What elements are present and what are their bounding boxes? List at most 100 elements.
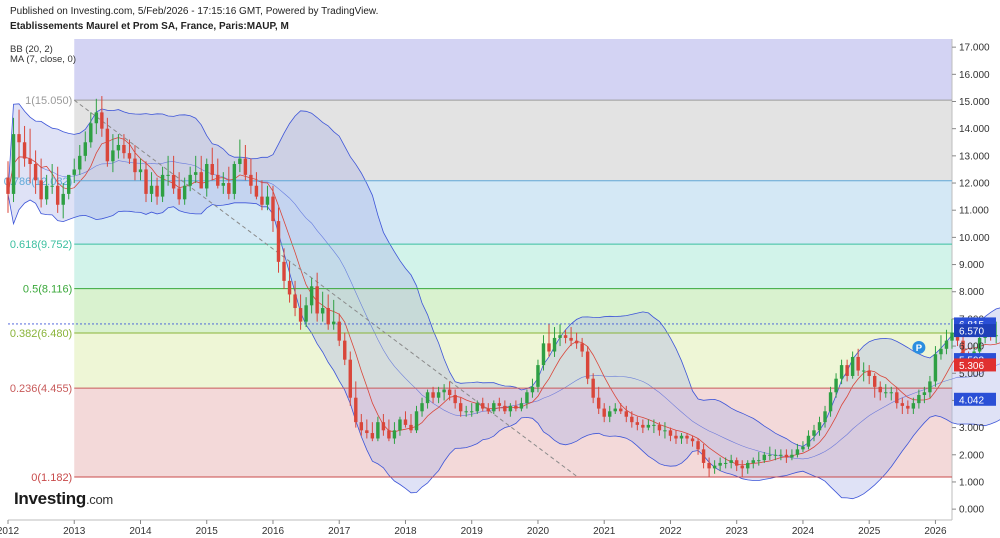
candle-body	[160, 174, 165, 197]
candle-body	[387, 430, 391, 439]
candle-body	[718, 462, 722, 466]
candle-body	[657, 424, 662, 431]
candle-body	[205, 164, 209, 189]
candle-body	[608, 411, 612, 417]
y-tick-label: 3.000	[959, 423, 984, 434]
candle-body	[922, 392, 927, 395]
x-tick-label: 2012	[0, 526, 20, 537]
candle-body	[199, 172, 203, 189]
candle-body	[94, 112, 99, 124]
candle-body	[475, 403, 479, 412]
candle-body	[171, 174, 176, 189]
candle-body	[403, 419, 408, 425]
candle-body	[580, 343, 584, 352]
x-tick-label: 2019	[461, 526, 484, 537]
y-tick-label: 0.000	[959, 505, 984, 516]
candle-body	[508, 405, 513, 412]
event-marker-label: P	[916, 343, 923, 354]
candle-body	[354, 397, 358, 423]
x-tick-label: 2017	[328, 526, 351, 537]
candle-body	[641, 424, 645, 428]
fib-band	[74, 388, 953, 478]
candle-body	[39, 180, 43, 200]
candle-body	[861, 370, 866, 372]
logo-word: Investing	[14, 489, 86, 508]
candle-body	[635, 422, 640, 425]
candle-body	[182, 185, 187, 200]
candle-body	[911, 403, 916, 409]
candle-body	[298, 308, 303, 322]
candle-body	[900, 403, 905, 406]
candle-body	[492, 403, 496, 412]
indicator-bollinger-label: BB (20, 2)	[10, 44, 53, 55]
candle-body	[784, 454, 789, 458]
candle-body	[221, 183, 226, 186]
candle-body	[668, 430, 673, 436]
candle-body	[17, 134, 21, 143]
candle-body	[409, 424, 413, 431]
logo-suffix: .com	[85, 492, 113, 507]
y-tick-label: 2.000	[959, 450, 984, 461]
candle-body	[613, 408, 617, 412]
x-tick-label: 2013	[63, 526, 86, 537]
y-tick-label: 10.000	[959, 233, 990, 244]
bollinger-lower-line	[7, 193, 1000, 500]
candle-body	[436, 392, 441, 398]
candle-body	[663, 430, 667, 432]
x-tick-label: 2015	[196, 526, 219, 537]
candle-body	[458, 403, 463, 412]
published-caption: Published on Investing.com, 5/Feb/2026 -…	[10, 6, 379, 17]
candle-body	[447, 389, 452, 395]
y-tick-label: 17.000	[959, 43, 990, 54]
candle-body	[795, 449, 800, 455]
candle-body	[873, 375, 877, 387]
candle-body	[740, 465, 744, 469]
candle-body	[585, 351, 590, 379]
candle-body	[365, 430, 369, 434]
candle-body	[392, 430, 397, 439]
price-label-box	[954, 392, 996, 406]
candle-body	[343, 340, 347, 360]
fib-band	[74, 100, 953, 181]
candle-body	[243, 158, 248, 175]
fib-level-label: 0(1.182)	[31, 472, 72, 484]
candle-body	[111, 150, 115, 162]
candle-body	[569, 337, 573, 341]
candle-body	[216, 174, 220, 186]
candle-body	[828, 392, 833, 412]
candle-body	[420, 403, 424, 412]
candle-body	[823, 411, 827, 423]
candle-body	[867, 370, 871, 376]
y-tick-label: 13.000	[959, 151, 990, 162]
fib-level-label: 0.786(12.082)	[4, 176, 73, 188]
y-tick-label: 12.000	[959, 179, 990, 190]
candle-body	[376, 422, 380, 439]
candle-body	[28, 158, 32, 165]
candle-body	[61, 193, 65, 205]
fib-band	[74, 244, 953, 289]
candle-body	[149, 185, 154, 194]
candle-body	[254, 185, 259, 197]
candle-body	[707, 462, 711, 469]
candle-body	[193, 172, 198, 175]
candle-body	[50, 185, 54, 187]
y-tick-label: 14.000	[959, 124, 990, 135]
candle-body	[177, 188, 181, 200]
candle-body	[431, 392, 435, 398]
candle-body	[497, 403, 502, 406]
x-tick-label: 2023	[726, 526, 749, 537]
x-tick-label: 2021	[593, 526, 616, 537]
x-tick-label: 2018	[394, 526, 417, 537]
candle-body	[917, 394, 921, 404]
candle-body	[944, 340, 949, 349]
candle-body	[690, 438, 695, 442]
candle-body	[746, 462, 750, 469]
candle-body	[453, 394, 457, 404]
candle-body	[563, 335, 568, 338]
x-tick-label: 2026	[924, 526, 947, 537]
candle-body	[619, 408, 623, 412]
candle-body	[679, 435, 684, 439]
candle-body	[304, 305, 308, 322]
y-tick-label: 16.000	[959, 70, 990, 81]
